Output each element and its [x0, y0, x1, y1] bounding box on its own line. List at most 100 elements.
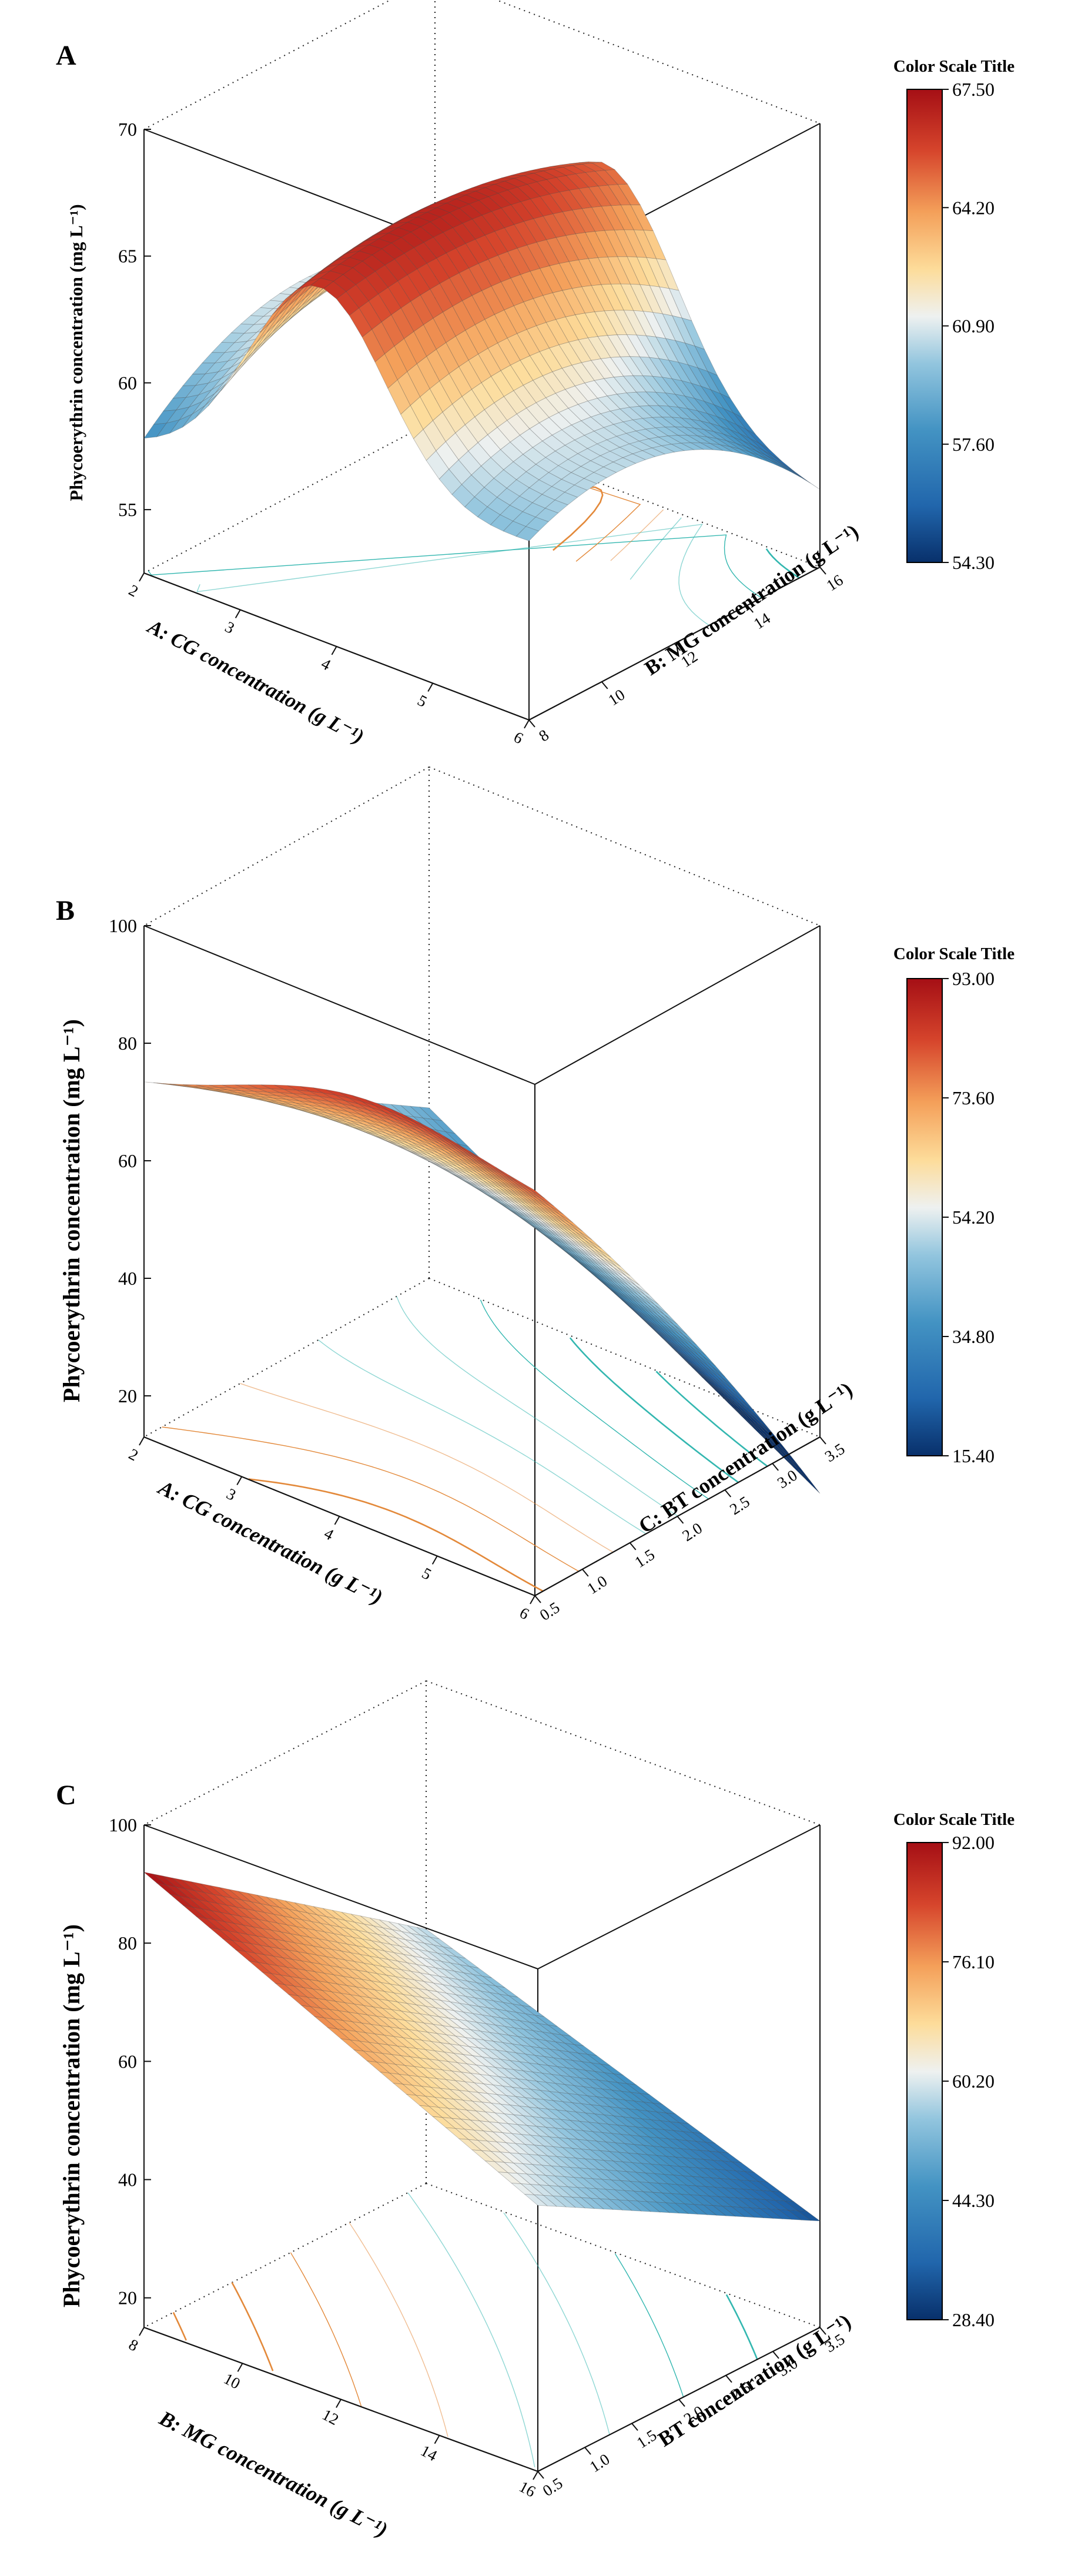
surface-cell: [602, 461, 627, 473]
contour-line: [503, 2212, 610, 2435]
z-axis-ticks: 55 60 65 70: [118, 119, 151, 520]
x-axis-title: A: CG concentration (g L⁻¹): [143, 614, 367, 748]
z-axis-ticks: 20 40 60 80 100: [109, 915, 151, 1406]
x-tick-mark: [237, 2363, 243, 2372]
contour-line: [290, 2252, 362, 2407]
y-tick-label: 14: [751, 609, 774, 632]
z-axis-title: Phycoerythrin concentration (mg L⁻¹): [58, 1019, 85, 1402]
y-tick-mark: [584, 2447, 591, 2455]
z-tick-label: 20: [118, 2287, 137, 2309]
colorbar-tick-label: 34.80: [952, 1326, 995, 1347]
panel-label: B: [56, 895, 75, 926]
z-tick-label: 65: [118, 246, 137, 267]
z-tick-label: 60: [118, 2051, 137, 2072]
y-tick-mark: [537, 2471, 544, 2479]
x-tick-mark: [139, 572, 145, 582]
contour-line: [162, 1426, 579, 1572]
axis-box-edge: [494, 0, 821, 124]
y-tick-mark: [582, 1569, 589, 1577]
x-tick-label: 12: [319, 2406, 342, 2428]
x-tick-label: 16: [516, 2477, 538, 2500]
x-tick-mark: [236, 1476, 243, 1485]
axis-box-edge: [143, 0, 391, 130]
x-tick-mark: [235, 609, 241, 618]
x-tick-label: 14: [418, 2441, 440, 2464]
x-tick-mark: [427, 683, 434, 692]
z-tick-label: 40: [118, 2169, 137, 2190]
x-tick-mark: [533, 2471, 538, 2480]
colorbar-tick-label: 44.30: [952, 2190, 995, 2211]
z-axis-ticks: 20 40 60 80 100: [109, 1814, 151, 2309]
contour-line: [248, 1478, 544, 1592]
y-tick-label: 10: [605, 686, 628, 709]
colorbar-tick-label: 93.00: [952, 968, 995, 989]
response-surface: [143, 1871, 821, 2222]
colorbar-tick-label: 28.40: [952, 2309, 995, 2330]
axis-box-edge: [143, 420, 436, 574]
colorbar-tick-label: 67.50: [952, 79, 995, 100]
response-surface: [143, 161, 821, 541]
x-tick-mark: [331, 646, 337, 655]
z-tick-label: 20: [118, 1385, 137, 1406]
colorbar-tick-label: 15.40: [952, 1445, 995, 1466]
x-tick-label: 5: [414, 691, 430, 711]
x-tick-mark: [139, 1436, 145, 1446]
axis-box-front: [143, 567, 821, 721]
x-axis-title: B: MG concentration (g L⁻¹): [155, 2406, 391, 2541]
contour-line: [569, 1337, 739, 1483]
surface-cell: [593, 467, 617, 478]
x-tick-mark: [334, 1516, 340, 1525]
axis-box-edge: [537, 1824, 821, 1969]
x-tick-label: 6: [511, 728, 526, 748]
y-tick-mark: [629, 1542, 637, 1550]
z-tick-label: 100: [109, 915, 137, 936]
surface-cell: [711, 1366, 735, 1388]
x-tick-label: 5: [419, 1564, 434, 1583]
surface-cell: [515, 526, 540, 541]
colorbar-tick-label: 64.20: [952, 197, 995, 218]
axis-box-edge: [534, 925, 821, 1085]
x-tick-label: 2: [126, 1445, 141, 1465]
colorbar-tick-label: 54.30: [952, 552, 995, 573]
surface-cell: [574, 478, 598, 491]
x-tick-label: 8: [126, 2336, 141, 2355]
colorbar: [906, 978, 943, 1456]
z-tick-label: 55: [118, 499, 137, 520]
surface-cell: [535, 508, 559, 522]
x-tick-label: 10: [221, 2370, 243, 2393]
y-axis-title: BT concentration (g L⁻¹): [654, 2309, 855, 2451]
contour-line: [544, 473, 641, 562]
y-tick-mark: [724, 1489, 732, 1498]
colorbar-ticks: 67.50 64.20 60.90 57.60 54.30: [942, 79, 995, 573]
contour-line: [396, 1296, 678, 1517]
y-tick-mark: [674, 643, 681, 651]
y-tick-mark: [528, 719, 535, 728]
surface-cell: [692, 1345, 716, 1366]
x-tick-label: 3: [222, 618, 237, 637]
x-tick-label: 6: [517, 1604, 532, 1623]
z-tick-label: 60: [118, 372, 137, 393]
y-tick-label: 8: [535, 726, 552, 745]
z-tick-label: 40: [118, 1268, 137, 1289]
axis-box-edge: [143, 1278, 430, 1438]
contour-line: [231, 2282, 274, 2371]
contour-line: [725, 2294, 758, 2360]
y-tick-mark: [819, 1436, 826, 1445]
contour-line: [318, 1339, 647, 1535]
y-tick-mark: [678, 2399, 685, 2407]
colorbar-tick-label: 92.00: [952, 1832, 995, 1853]
contour-line: [610, 509, 664, 561]
axis-box-edge: [143, 766, 430, 926]
contour-line: [349, 2222, 448, 2437]
colorbar-tick-label: 60.90: [952, 316, 995, 337]
colorbar: [906, 1842, 943, 2320]
axis-box-edge: [428, 766, 821, 926]
x-axis-ticks: 2 3 4 5 6: [126, 1436, 535, 1623]
y-tick-mark: [819, 567, 826, 575]
x-tick-label: 4: [319, 655, 334, 674]
contour-line: [240, 1383, 614, 1553]
y-tick-mark: [772, 1463, 779, 1471]
y-axis-ticks: 0.51.01.52.02.53.03.5: [534, 1436, 848, 1624]
